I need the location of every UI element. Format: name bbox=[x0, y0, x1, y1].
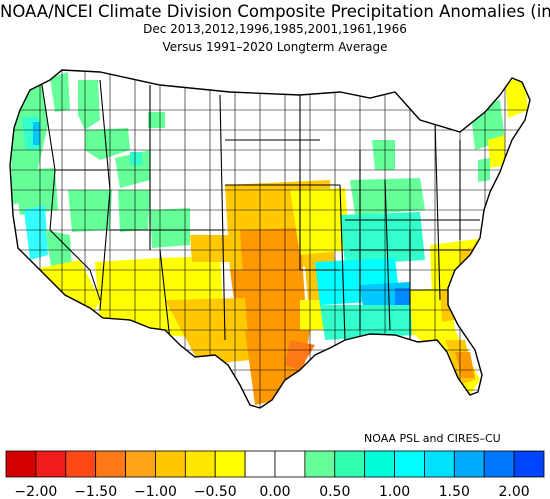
colorbar-cell bbox=[5, 450, 37, 478]
colorbar-cell bbox=[155, 450, 186, 478]
region-southern-colorado bbox=[190, 235, 232, 262]
baseline-period: Versus 1991–2020 Longterm Average bbox=[162, 40, 388, 54]
region-alabama-max bbox=[395, 288, 410, 305]
colorbar-cell bbox=[244, 450, 276, 478]
colorbar-cell bbox=[394, 450, 425, 478]
colorbar-cell bbox=[184, 450, 216, 478]
colorbar-tick-label: −1.00 bbox=[134, 484, 177, 499]
region-north-texas bbox=[230, 268, 305, 345]
colorbar-cell bbox=[214, 450, 246, 478]
region-blue-mountains bbox=[85, 128, 130, 160]
colorbar-cell bbox=[125, 450, 156, 478]
colorbar-cell bbox=[35, 450, 67, 478]
colorbar-cell bbox=[364, 450, 395, 478]
colorbar-tick-label: 1.50 bbox=[439, 484, 470, 499]
colorbar-tick-label: −1.50 bbox=[74, 484, 117, 499]
region-northern-nevada bbox=[68, 190, 112, 232]
colorbar-tick-labels: −2.00 −1.50 −1.00 −0.50 0.00 0.50 1.00 1.50 2.00 bbox=[14, 484, 529, 499]
region-michigan bbox=[372, 140, 395, 170]
region-ohio-valley bbox=[350, 178, 425, 215]
region-yellowstone bbox=[130, 152, 142, 165]
map-title: NOAA/NCEI Climate Division Composite Pre… bbox=[0, 2, 550, 21]
colorbar-cell bbox=[483, 450, 515, 478]
region-texas-gulf-coast bbox=[285, 340, 315, 370]
region-arizona bbox=[95, 258, 165, 330]
composite-years: Dec 2013,2012,1996,1985,2001,1961,1966 bbox=[143, 22, 407, 36]
region-west-texas bbox=[165, 298, 250, 365]
region-olympic-cascades bbox=[33, 122, 40, 145]
colorbar-tick-label: −0.50 bbox=[194, 484, 237, 499]
us-climate-division-map bbox=[9, 69, 531, 409]
region-utah bbox=[118, 190, 150, 232]
colorbar-cell bbox=[274, 450, 306, 478]
region-sierra-nevada bbox=[45, 230, 72, 272]
colorbar-cell bbox=[95, 450, 126, 478]
colorbar-cell bbox=[424, 450, 455, 478]
region-sacramento-valley bbox=[24, 205, 48, 260]
colorbar-cells bbox=[5, 450, 545, 478]
colorbar-tick-label: 0.00 bbox=[259, 484, 290, 499]
region-northern-california bbox=[14, 168, 58, 215]
colorbar-cell bbox=[513, 450, 545, 478]
region-columbia-basin bbox=[50, 72, 70, 112]
colorbar-cell bbox=[334, 450, 366, 478]
colorbar-tick-label: 1.00 bbox=[379, 484, 410, 499]
colorbar-cell bbox=[65, 450, 97, 478]
colorbar-cell bbox=[453, 450, 485, 478]
colorbar-tick-label: 0.50 bbox=[319, 484, 350, 499]
region-northern-maine bbox=[505, 78, 528, 118]
region-northern-idaho bbox=[78, 80, 100, 130]
region-tennessee-valley bbox=[340, 212, 425, 265]
colorbar-cell bbox=[304, 450, 336, 478]
state-boundaries bbox=[41, 79, 480, 341]
region-lower-mississippi-dry bbox=[300, 300, 325, 330]
region-eastern-montana bbox=[148, 112, 165, 128]
data-credit: NOAA PSL and CIRES–CU bbox=[364, 432, 501, 445]
colorbar-tick-label: 2.00 bbox=[499, 484, 530, 499]
region-southern-new-england bbox=[488, 135, 505, 168]
colorbar-tick-label: −2.00 bbox=[14, 484, 57, 499]
